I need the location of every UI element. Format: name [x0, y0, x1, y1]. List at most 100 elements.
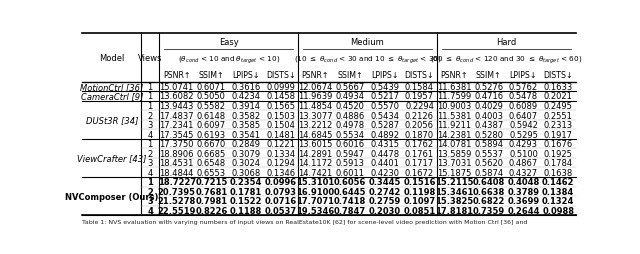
Text: 0.6193: 0.6193 [197, 130, 226, 139]
Text: 18.8906: 18.8906 [159, 149, 194, 158]
Text: 0.6148: 0.6148 [197, 111, 226, 120]
Text: 17.4837: 17.4837 [159, 111, 194, 120]
Text: 11.7599: 11.7599 [437, 92, 471, 101]
Text: 11.5381: 11.5381 [437, 111, 471, 120]
Text: 0.2849: 0.2849 [232, 140, 260, 149]
Text: 1: 1 [148, 83, 153, 91]
Text: 0.3024: 0.3024 [232, 158, 260, 168]
Text: 18.4531: 18.4531 [159, 158, 194, 168]
Text: 21.5278: 21.5278 [157, 197, 196, 205]
Text: 20.7395: 20.7395 [157, 187, 196, 196]
Text: 0.1925: 0.1925 [544, 149, 573, 158]
Text: 0.6670: 0.6670 [196, 140, 226, 149]
Text: 4: 4 [148, 130, 153, 139]
Text: 17.3750: 17.3750 [159, 140, 194, 149]
Text: 0.1334: 0.1334 [266, 149, 295, 158]
Text: 17.8181: 17.8181 [435, 206, 473, 215]
Text: 0.1188: 0.1188 [230, 206, 262, 215]
Text: 0.5434: 0.5434 [371, 111, 399, 120]
Text: 0.4293: 0.4293 [509, 140, 538, 149]
Text: 4: 4 [148, 168, 153, 177]
Text: DISTS↓: DISTS↓ [543, 71, 573, 80]
Text: 0.4978: 0.4978 [335, 121, 365, 130]
Text: 1: 1 [147, 178, 153, 186]
Text: 0.6548: 0.6548 [197, 158, 226, 168]
Text: 1: 1 [148, 92, 153, 101]
Text: 18.7227: 18.7227 [157, 178, 196, 186]
Text: 0.4315: 0.4315 [371, 140, 399, 149]
Text: 0.6408: 0.6408 [473, 178, 505, 186]
Text: 0.7681: 0.7681 [195, 187, 227, 196]
Text: PSNR↑: PSNR↑ [301, 71, 329, 80]
Text: 0.1584: 0.1584 [405, 83, 434, 91]
Text: 0.3789: 0.3789 [508, 187, 540, 196]
Text: 0.8226: 0.8226 [195, 206, 228, 215]
Text: 0.3068: 0.3068 [232, 168, 260, 177]
Text: DISTS↓: DISTS↓ [404, 71, 435, 80]
Text: 2: 2 [148, 111, 153, 120]
Text: 15.3825: 15.3825 [435, 197, 473, 205]
Text: 0.2056: 0.2056 [405, 121, 434, 130]
Text: 0.4886: 0.4886 [335, 111, 365, 120]
Text: SSIM↑: SSIM↑ [337, 71, 363, 80]
Text: 13.6015: 13.6015 [298, 140, 333, 149]
Text: 0.4520: 0.4520 [335, 102, 365, 110]
Text: 0.5913: 0.5913 [335, 158, 365, 168]
Text: 0.5050: 0.5050 [197, 92, 226, 101]
Text: 0.5537: 0.5537 [474, 149, 504, 158]
Text: MotionCtrl [36]: MotionCtrl [36] [80, 83, 143, 91]
Text: 0.4716: 0.4716 [474, 92, 504, 101]
Text: 0.1516: 0.1516 [403, 178, 436, 186]
Text: 17.3545: 17.3545 [159, 130, 194, 139]
Text: (10 $\leq$ $\theta_{cond}$ < 30 and 10 $\leq$ $\theta_{target}$ < 30): (10 $\leq$ $\theta_{cond}$ < 30 and 10 $… [294, 54, 441, 66]
Text: 18.4844: 18.4844 [159, 168, 194, 177]
Text: 0.4867: 0.4867 [509, 158, 538, 168]
Text: 0.1522: 0.1522 [230, 197, 262, 205]
Text: 0.2742: 0.2742 [369, 187, 401, 196]
Text: 0.5439: 0.5439 [371, 83, 399, 91]
Text: 0.6056: 0.6056 [334, 178, 366, 186]
Text: LPIPS↓: LPIPS↓ [232, 71, 260, 80]
Text: PSNR↑: PSNR↑ [440, 71, 468, 80]
Text: 0.0851: 0.0851 [403, 206, 436, 215]
Text: 0.6553: 0.6553 [197, 168, 226, 177]
Text: 0.2126: 0.2126 [405, 111, 434, 120]
Text: 0.4048: 0.4048 [508, 178, 540, 186]
Text: Views: Views [138, 53, 163, 62]
Text: 15.2115: 15.2115 [435, 178, 474, 186]
Text: 0.0996: 0.0996 [265, 178, 297, 186]
Text: 14.2891: 14.2891 [298, 149, 333, 158]
Text: 0.0537: 0.0537 [265, 206, 297, 215]
Text: 3: 3 [147, 158, 153, 168]
Text: 0.2030: 0.2030 [369, 206, 401, 215]
Text: 2: 2 [147, 187, 153, 196]
Text: 3: 3 [147, 121, 153, 130]
Text: 17.7071: 17.7071 [296, 197, 335, 205]
Text: 0.4401: 0.4401 [371, 158, 399, 168]
Text: 0.5762: 0.5762 [509, 83, 538, 91]
Text: 2: 2 [148, 149, 153, 158]
Text: 0.5894: 0.5894 [474, 140, 503, 149]
Text: 0.6097: 0.6097 [197, 121, 226, 130]
Text: 0.0999: 0.0999 [266, 83, 295, 91]
Text: 0.2021: 0.2021 [544, 92, 573, 101]
Text: 14.6845: 14.6845 [298, 130, 333, 139]
Text: 16.9100: 16.9100 [296, 187, 335, 196]
Text: 0.1762: 0.1762 [405, 140, 434, 149]
Text: 19.5346: 19.5346 [296, 206, 335, 215]
Text: 14.0781: 14.0781 [437, 140, 471, 149]
Text: 0.5942: 0.5942 [509, 121, 538, 130]
Text: 0.1221: 0.1221 [266, 140, 295, 149]
Text: 12.0674: 12.0674 [298, 83, 333, 91]
Text: 0.3699: 0.3699 [508, 197, 540, 205]
Text: 0.2759: 0.2759 [369, 197, 401, 205]
Text: 1: 1 [148, 102, 153, 110]
Text: 0.2294: 0.2294 [405, 102, 434, 110]
Text: 0.7215: 0.7215 [195, 178, 228, 186]
Text: LPIPS↓: LPIPS↓ [371, 71, 399, 80]
Text: 11.6381: 11.6381 [437, 83, 472, 91]
Text: SSIM↑: SSIM↑ [198, 71, 224, 80]
Text: 14.7421: 14.7421 [298, 168, 333, 177]
Text: 11.4854: 11.4854 [298, 102, 333, 110]
Text: 0.6071: 0.6071 [197, 83, 226, 91]
